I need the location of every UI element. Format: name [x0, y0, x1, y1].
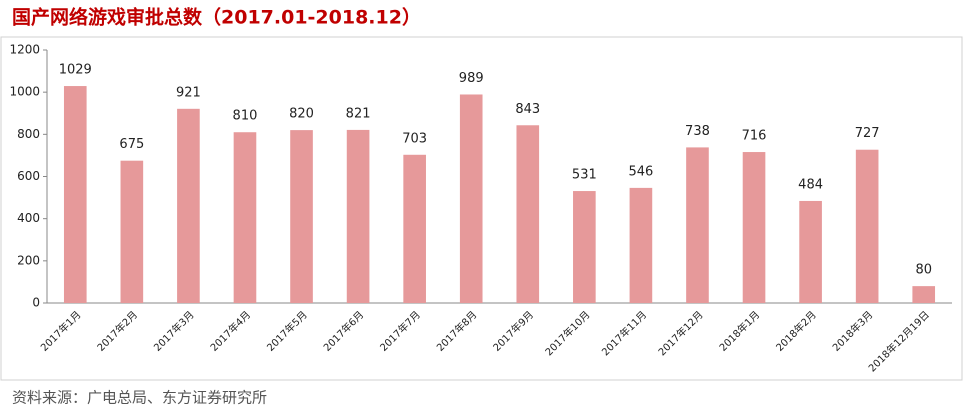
value-label: 716 — [742, 129, 767, 144]
value-label: 989 — [459, 71, 484, 86]
x-tick-label: 2018年2月 — [773, 308, 819, 354]
bar — [233, 132, 257, 303]
y-tick-label: 200 — [17, 253, 40, 267]
value-label: 531 — [572, 168, 597, 183]
y-tick-label: 600 — [17, 169, 40, 183]
x-tick-label: 2017年11月 — [599, 308, 649, 358]
bar — [177, 108, 200, 303]
y-tick-label: 1200 — [9, 43, 40, 57]
x-tick-label: 2018年1月 — [716, 308, 762, 354]
source-note: 资料来源：广电总局、东方证券研究所 — [12, 389, 267, 407]
bar — [573, 191, 596, 303]
x-tick-label: 2017年9月 — [490, 308, 536, 354]
bar — [742, 152, 766, 303]
bar — [63, 86, 87, 304]
bar — [855, 149, 879, 303]
x-tick-label: 2017年5月 — [264, 308, 310, 354]
value-label: 810 — [233, 109, 258, 124]
bar — [403, 154, 426, 303]
value-label: 1029 — [59, 63, 92, 78]
x-tick-label: 2017年4月 — [207, 308, 253, 354]
bar — [290, 130, 313, 303]
value-label: 821 — [346, 106, 371, 121]
chart-title: 国产网络游戏审批总数（2017.01-2018.12） — [12, 6, 421, 29]
x-tick-label: 2017年10月 — [542, 308, 592, 358]
bar — [629, 187, 653, 303]
value-label: 546 — [628, 164, 653, 179]
value-label: 921 — [176, 85, 201, 100]
value-label: 820 — [289, 107, 314, 122]
bar — [686, 147, 709, 303]
value-label: 484 — [798, 177, 823, 192]
x-tick-label: 2017年3月 — [151, 308, 197, 354]
y-tick-label: 800 — [17, 127, 40, 141]
x-tick-label: 2017年1月 — [38, 308, 84, 354]
bar — [346, 129, 370, 303]
chart-frame — [0, 36, 963, 381]
x-tick-label: 2017年12月 — [655, 308, 705, 358]
x-tick-label: 2017年8月 — [434, 308, 480, 354]
value-label: 727 — [855, 126, 880, 141]
value-label: 703 — [402, 131, 427, 146]
y-tick-label: 400 — [17, 211, 40, 225]
bar — [799, 200, 822, 303]
value-label: 843 — [515, 102, 540, 117]
bar — [912, 286, 936, 303]
value-label: 738 — [685, 124, 710, 139]
y-tick-label: 0 — [32, 296, 40, 310]
bar — [459, 94, 483, 303]
x-tick-label: 2018年12月19日 — [866, 308, 932, 374]
bar — [516, 125, 540, 303]
x-tick-label: 2017年6月 — [321, 308, 367, 354]
value-label: 675 — [119, 137, 144, 152]
x-tick-label: 2018年3月 — [830, 308, 876, 354]
bar — [120, 160, 144, 303]
y-tick-label: 1000 — [9, 85, 40, 99]
x-tick-label: 2017年2月 — [94, 308, 140, 354]
value-label: 80 — [915, 263, 932, 278]
x-tick-label: 2017年7月 — [377, 308, 423, 354]
